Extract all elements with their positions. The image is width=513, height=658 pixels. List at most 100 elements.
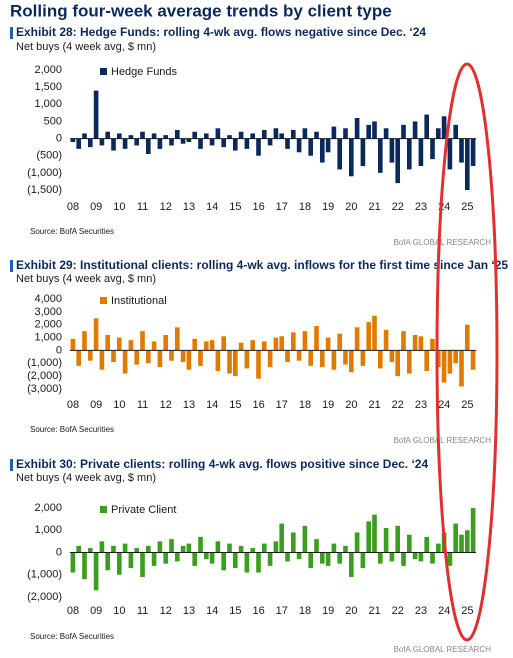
bar	[366, 322, 372, 351]
bar	[250, 133, 256, 139]
bar	[122, 350, 128, 374]
x-tick-label: 22	[392, 605, 404, 617]
legend-swatch	[100, 506, 107, 513]
bar	[395, 138, 401, 184]
bar	[227, 543, 232, 553]
x-tick-label: 21	[368, 201, 380, 213]
bar	[343, 128, 348, 139]
x-tick-label: 23	[415, 399, 427, 411]
bar	[221, 552, 227, 571]
bar	[290, 130, 296, 139]
source-note: Source: BofA Securities	[30, 425, 114, 434]
bar	[261, 341, 267, 351]
x-tick-label: 16	[252, 201, 264, 213]
bar	[203, 133, 209, 139]
bar	[256, 138, 261, 156]
bar	[163, 135, 169, 139]
bar	[412, 552, 418, 560]
highlight-ellipse	[435, 62, 499, 642]
bar	[232, 138, 238, 151]
bar	[250, 548, 256, 553]
bar	[221, 336, 227, 351]
bar	[302, 128, 308, 139]
bar	[105, 131, 111, 139]
bar	[128, 552, 134, 569]
y-tick-label: 0	[56, 546, 62, 558]
bar	[198, 536, 203, 553]
x-tick-label: 15	[229, 399, 241, 411]
x-tick-label: 10	[113, 399, 125, 411]
bar	[325, 552, 331, 566]
bar	[209, 340, 215, 351]
bar	[383, 329, 389, 351]
bar	[174, 130, 180, 139]
bar	[157, 350, 163, 368]
bar	[360, 138, 366, 166]
y-tick-label: (2,000)	[27, 591, 62, 603]
y-tick-label: (3,000)	[27, 383, 62, 395]
bar	[169, 539, 174, 553]
bar	[267, 350, 273, 368]
source-note: Source: BofA Securities	[30, 227, 114, 236]
bar	[116, 337, 122, 351]
bar	[459, 534, 464, 553]
bar	[360, 552, 366, 569]
x-tick-label: 15	[229, 201, 241, 213]
bar	[331, 350, 337, 370]
bar	[406, 138, 412, 170]
x-tick-label: 14	[206, 605, 218, 617]
bar	[273, 541, 279, 553]
bar	[76, 545, 82, 553]
bar	[459, 138, 464, 163]
bar	[128, 340, 134, 351]
bar	[401, 124, 406, 139]
bar	[354, 118, 360, 139]
x-tick-label: 17	[276, 399, 288, 411]
bar	[256, 552, 261, 573]
x-tick-label: 17	[276, 201, 288, 213]
bar	[238, 342, 244, 351]
bar	[314, 326, 319, 351]
bar	[140, 552, 145, 577]
y-tick-label: 1,000	[34, 331, 62, 343]
bar	[93, 90, 99, 139]
bar	[82, 552, 87, 580]
bar	[395, 350, 401, 377]
bar	[157, 138, 163, 149]
chart-title: Exhibit 28: Hedge Funds: rolling 4-wk av…	[16, 25, 426, 39]
bar	[401, 552, 406, 566]
bar	[441, 116, 447, 139]
bar	[267, 138, 273, 146]
bar	[227, 350, 232, 374]
bar	[453, 350, 459, 364]
bar	[261, 543, 267, 553]
bar	[99, 541, 105, 553]
bar	[186, 350, 192, 370]
bar	[464, 530, 470, 553]
y-tick-label: (2,000)	[27, 370, 62, 382]
bar	[76, 138, 82, 149]
bar	[290, 532, 296, 553]
bar	[87, 138, 93, 148]
bar	[319, 552, 325, 564]
bar	[145, 138, 151, 154]
bar	[372, 121, 377, 139]
credit: BofA GLOBAL RESEARCH	[393, 645, 491, 654]
bar	[314, 131, 319, 139]
bar	[122, 138, 128, 149]
bar	[157, 541, 163, 553]
bar	[227, 135, 232, 139]
x-tick-label: 13	[183, 605, 195, 617]
bar	[169, 138, 174, 146]
bar	[372, 315, 377, 351]
bar	[285, 350, 290, 362]
x-tick-label: 13	[183, 399, 195, 411]
y-tick-label: (500)	[36, 150, 62, 162]
bar	[325, 337, 331, 351]
y-tick-label: 3,000	[34, 306, 62, 318]
x-tick-label: 19	[322, 399, 334, 411]
bar	[435, 543, 441, 553]
bar	[203, 341, 209, 351]
x-tick-label: 11	[137, 605, 148, 617]
